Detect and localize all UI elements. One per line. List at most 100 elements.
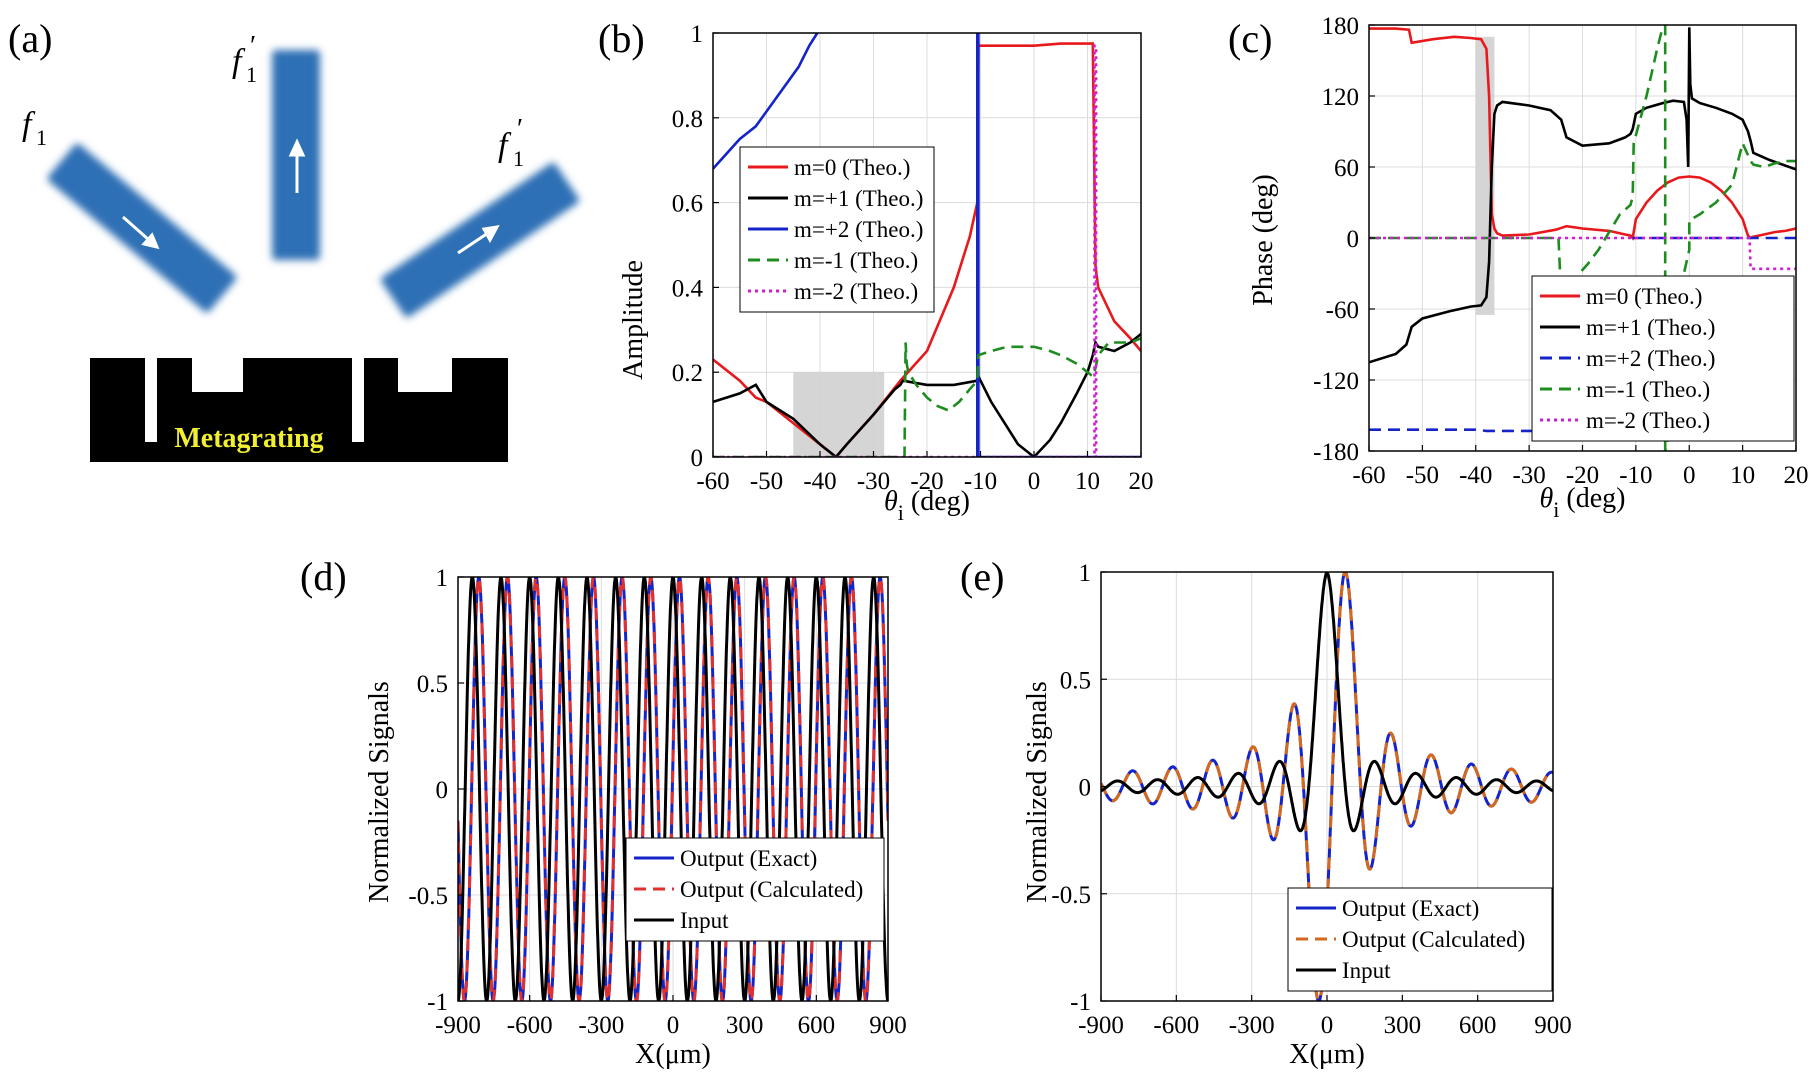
legend-entry: Output (Calculated)	[680, 877, 863, 902]
x-tick-label: -30	[1512, 462, 1545, 489]
x-axis-unit: (deg)	[904, 486, 970, 517]
y-tick-label: 0.5	[1060, 667, 1091, 694]
panel-c: (c) -60 -50 -40 -30 -20 -10 0 10 20 -180 -120 -60 0 60…	[1228, 13, 1809, 522]
series-line-2	[713, 33, 1141, 457]
x-tick-label: 10	[1730, 462, 1755, 489]
legend-box	[1531, 275, 1795, 442]
y-tick-label: 180	[1322, 13, 1360, 40]
panel-a-label: (a)	[8, 16, 52, 61]
legend: m=0 (Theo.) m=+1 (Theo.) m=+2 (Theo.) m=-1 …	[1531, 275, 1795, 442]
legend-entry: Input	[680, 908, 729, 933]
beam-subscript: 1	[246, 62, 257, 87]
x-tick-label: -10	[964, 468, 997, 495]
arrow-up-icon	[288, 138, 306, 193]
legend-entry: m=0 (Theo.)	[1586, 284, 1702, 309]
x-tick-label: -60	[696, 468, 729, 495]
legend: m=0 (Theo.) m=+1 (Theo.) m=+2 (Theo.) m=-1 …	[739, 146, 935, 313]
x-tick-label: 10	[1075, 468, 1100, 495]
y-axis-label: Normalized Signals	[364, 681, 395, 903]
panel-b-label: (b)	[598, 16, 645, 61]
x-tick-label: 300	[1384, 1012, 1422, 1039]
x-tick-label: -900	[435, 1012, 481, 1039]
panel-e: (e) -900 -600 -300 0 300 600 900 -1 -0.5 0 0.5 1 X(μm…	[960, 554, 1572, 1070]
x-tick-label: 0	[1321, 1012, 1334, 1039]
beam-subscript: 1	[36, 125, 47, 150]
y-tick-label: 1	[691, 21, 704, 48]
legend-entry: Output (Exact)	[1342, 896, 1479, 921]
y-tick-label: -1	[1070, 989, 1091, 1016]
beam-prime: ′	[517, 114, 523, 145]
x-axis-unit: (deg)	[1559, 483, 1625, 514]
legend-entry: Input	[1342, 958, 1391, 983]
beam-symbol: f	[498, 127, 512, 164]
x-tick-label: -20	[910, 468, 943, 495]
y-tick-label: 0	[691, 445, 704, 472]
x-axis-label: θi (deg)	[1540, 483, 1626, 522]
x-tick-label: -20	[1566, 462, 1599, 489]
y-tick-label: -60	[1326, 297, 1359, 324]
y-tick-label: 1	[1079, 560, 1092, 587]
x-axis-label: X(μm)	[635, 1039, 711, 1070]
beam-subscript: 1	[513, 146, 524, 171]
x-tick-label: -300	[578, 1012, 624, 1039]
series-line-4	[1369, 236, 1796, 271]
x-axis-symbol: θ	[1540, 483, 1554, 514]
incident-beam-label: f 1	[22, 106, 47, 150]
y-tick-label: 0	[436, 777, 449, 804]
y-tick-label: -0.5	[1051, 882, 1091, 909]
y-tick-label: 0.6	[672, 191, 703, 218]
panel-b: (b) -60 -50 -40 -30 -20 -10 0 10 20 0 0.2 0.4 0.6 0.8 1…	[598, 16, 1154, 525]
x-tick-label: -50	[750, 468, 783, 495]
legend-box	[625, 837, 885, 942]
x-tick-label: 900	[869, 1012, 907, 1039]
series-output-calculated	[458, 577, 888, 1001]
y-tick-label: 120	[1322, 84, 1360, 111]
x-tick-label: 0	[1683, 462, 1696, 489]
beam-symbol: f	[22, 106, 36, 143]
y-tick-label: -120	[1313, 368, 1359, 395]
y-tick-label: 0	[1079, 775, 1092, 802]
x-axis-subscript: i	[1553, 497, 1559, 522]
series-line-0	[713, 42, 1141, 457]
x-tick-label: 600	[798, 1012, 836, 1039]
series-line-4	[713, 44, 1141, 457]
y-tick-label: -0.5	[408, 883, 448, 910]
y-axis-label: Amplitude	[618, 260, 649, 380]
x-tick-label: -600	[507, 1012, 553, 1039]
x-tick-label: -40	[803, 468, 836, 495]
series-line-0	[1369, 27, 1796, 241]
legend-entry: m=-1 (Theo.)	[794, 248, 918, 273]
y-tick-label: 0.2	[672, 360, 703, 387]
x-tick-label: 20	[1784, 462, 1809, 489]
x-tick-label: -50	[1406, 462, 1439, 489]
x-tick-label: -30	[857, 468, 890, 495]
x-tick-label: -900	[1078, 1012, 1124, 1039]
legend-entry: m=+2 (Theo.)	[1586, 346, 1715, 371]
y-tick-label: 0.4	[672, 275, 704, 302]
x-tick-label: 300	[726, 1012, 764, 1039]
x-axis-subscript: i	[898, 500, 904, 525]
metagrating: Metagrating	[90, 358, 508, 462]
legend: Output (Exact) Output (Calculated) Input	[1287, 887, 1553, 992]
y-tick-label: -180	[1313, 439, 1359, 466]
panel-d: (d) -900 -600 -300 0 300 600 900 -1 -0.5 0 0.5 1 X(μm…	[300, 554, 907, 1070]
x-tick-label: -40	[1459, 462, 1492, 489]
specular-beam-label: f 1 ′	[232, 31, 257, 87]
legend-entry: Output (Exact)	[680, 846, 817, 871]
y-tick-label: 0.5	[417, 671, 448, 698]
x-tick-label: 0	[667, 1012, 680, 1039]
arrow-up-right-icon	[457, 225, 500, 255]
series-line-3	[1369, 25, 1796, 451]
y-tick-label: 0.8	[672, 106, 703, 133]
legend-entry: m=-2 (Theo.)	[1586, 408, 1710, 433]
x-axis-label: θi (deg)	[884, 486, 970, 525]
x-tick-label: -300	[1229, 1012, 1275, 1039]
series-line-3	[713, 337, 1141, 457]
x-tick-label: -60	[1352, 462, 1385, 489]
legend-entry: m=-1 (Theo.)	[1586, 377, 1710, 402]
metagrating-label: Metagrating	[174, 423, 323, 454]
beam-symbol: f	[232, 43, 246, 80]
y-axis-label: Phase (deg)	[1248, 174, 1279, 305]
diffracted-beam-label: f 1 ′	[498, 114, 524, 171]
